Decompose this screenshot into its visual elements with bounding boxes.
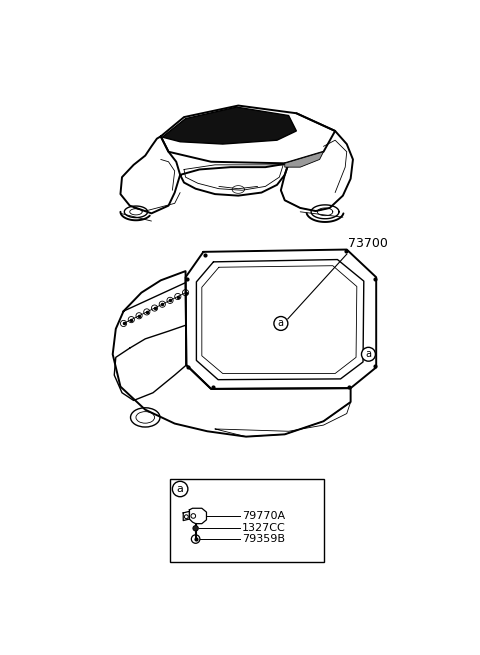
Circle shape xyxy=(274,316,288,330)
Text: a: a xyxy=(278,318,284,328)
Text: 1327CC: 1327CC xyxy=(242,523,286,533)
Circle shape xyxy=(193,525,198,531)
Text: a: a xyxy=(177,484,183,494)
Text: 73700: 73700 xyxy=(348,236,388,250)
Polygon shape xyxy=(162,107,296,144)
Text: 79359B: 79359B xyxy=(242,534,285,544)
Text: a: a xyxy=(365,349,372,359)
Bar xyxy=(170,479,324,562)
Text: 79770A: 79770A xyxy=(242,511,285,521)
Polygon shape xyxy=(285,152,324,167)
Circle shape xyxy=(361,347,375,361)
Circle shape xyxy=(172,481,188,496)
